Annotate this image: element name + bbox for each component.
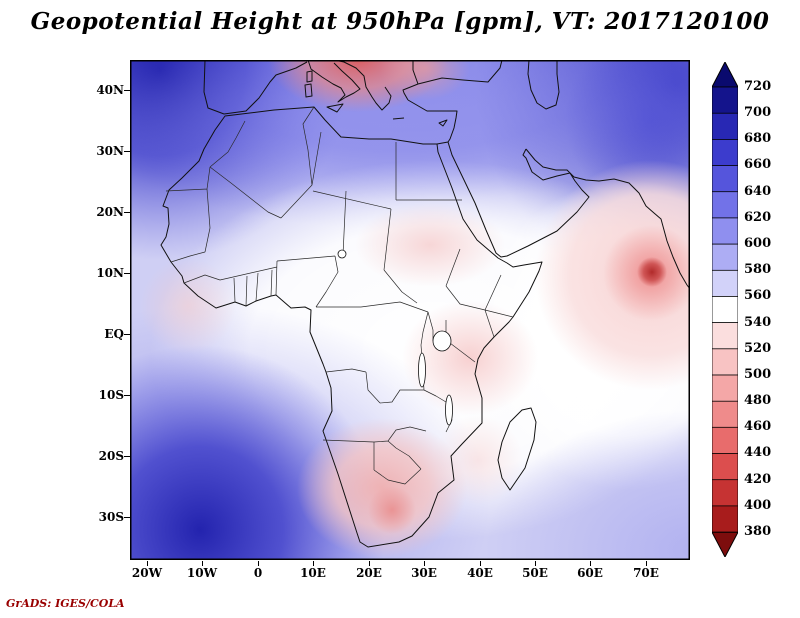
grads-credit-text: GrADS: IGES/COLA — [6, 597, 125, 610]
x-tick-mark — [424, 561, 425, 566]
colorbar-label: 540 — [744, 315, 772, 330]
colorbar-label: 520 — [744, 341, 772, 356]
colorbar-bottom-arrow — [712, 531, 738, 557]
africa-map — [130, 60, 690, 560]
colorbar-segment — [712, 217, 738, 245]
colorbar-segment — [712, 112, 738, 141]
colorbar-segment — [712, 374, 738, 402]
x-tick-mark — [369, 561, 370, 566]
colorbar — [712, 62, 738, 557]
colorbar-label: 640 — [744, 184, 772, 199]
colorbar-label: 680 — [744, 131, 772, 146]
x-tick-label: 40E — [467, 566, 493, 580]
x-tick-mark — [535, 561, 536, 566]
y-tick-label: EQ — [104, 327, 124, 341]
colorbar-label: 700 — [744, 105, 772, 120]
x-tick-mark — [258, 561, 259, 566]
colorbar-segment — [712, 348, 738, 376]
plot-title: Geopotential Height at 950hPa [gpm], VT:… — [30, 8, 770, 35]
x-tick-mark — [480, 561, 481, 566]
y-tick-mark — [124, 151, 130, 152]
x-tick-label: 60E — [577, 566, 603, 580]
y-tick-label: 30N — [96, 144, 124, 158]
map-frame-border — [130, 60, 690, 560]
y-tick-mark — [124, 334, 130, 335]
y-tick-label: 10N — [96, 266, 124, 280]
colorbar-segment — [712, 191, 738, 219]
colorbar-segment — [712, 86, 738, 114]
colorbar-label: 460 — [744, 419, 772, 434]
x-tick-label: 20W — [131, 566, 163, 580]
x-tick-mark — [590, 561, 591, 566]
y-tick-mark — [124, 395, 130, 396]
colorbar-label: 480 — [744, 393, 772, 408]
x-tick-label: 10W — [186, 566, 218, 580]
y-tick-label: 10S — [98, 388, 124, 402]
colorbar-label: 380 — [744, 524, 772, 539]
x-tick-label: 50E — [522, 566, 548, 580]
colorbar-segment — [712, 400, 738, 429]
color-field — [130, 60, 690, 560]
colorbar-segment — [712, 479, 738, 507]
x-tick-mark — [646, 561, 647, 566]
x-tick-label: 20E — [356, 566, 382, 580]
colorbar-label: 620 — [744, 210, 772, 225]
x-tick-mark — [147, 561, 148, 566]
colorbar-segment — [712, 295, 738, 324]
colorbar-label: 580 — [744, 262, 772, 277]
y-tick-mark — [124, 212, 130, 213]
y-tick-label: 30S — [98, 510, 124, 524]
y-tick-mark — [124, 273, 130, 274]
y-tick-label: 20N — [96, 205, 124, 219]
colorbar-segment — [712, 269, 738, 298]
colorbar-segment — [712, 505, 738, 533]
colorbar-label: 660 — [744, 157, 772, 172]
colorbar-label: 720 — [744, 79, 772, 94]
colorbar-label: 420 — [744, 472, 772, 487]
colorbar-label: 440 — [744, 445, 772, 460]
x-tick-label: 30E — [411, 566, 437, 580]
colorbar-label: 600 — [744, 236, 772, 251]
x-tick-mark — [313, 561, 314, 566]
colorbar-segment — [712, 322, 738, 350]
colorbar-segment — [712, 426, 738, 455]
x-tick-label: 70E — [633, 566, 659, 580]
map-plot-area — [130, 60, 690, 560]
y-tick-mark — [124, 517, 130, 518]
y-tick-mark — [124, 456, 130, 457]
y-tick-mark — [124, 90, 130, 91]
coastlines — [160, 60, 690, 548]
y-tick-label: 20S — [98, 449, 124, 463]
colorbar-label: 560 — [744, 288, 772, 303]
country-borders — [165, 106, 514, 485]
colorbar-segment — [712, 453, 738, 481]
x-tick-mark — [202, 561, 203, 566]
y-tick-label: 40N — [96, 83, 124, 97]
colorbar-top-arrow — [712, 62, 738, 88]
x-tick-label: 10E — [300, 566, 326, 580]
colorbar-label: 500 — [744, 367, 772, 382]
lakes — [337, 249, 453, 426]
colorbar-segment — [712, 139, 738, 167]
x-tick-label: 0 — [253, 566, 263, 580]
colorbar-segment — [712, 243, 738, 271]
colorbar-segment — [712, 165, 738, 193]
colorbar-label: 400 — [744, 498, 772, 513]
